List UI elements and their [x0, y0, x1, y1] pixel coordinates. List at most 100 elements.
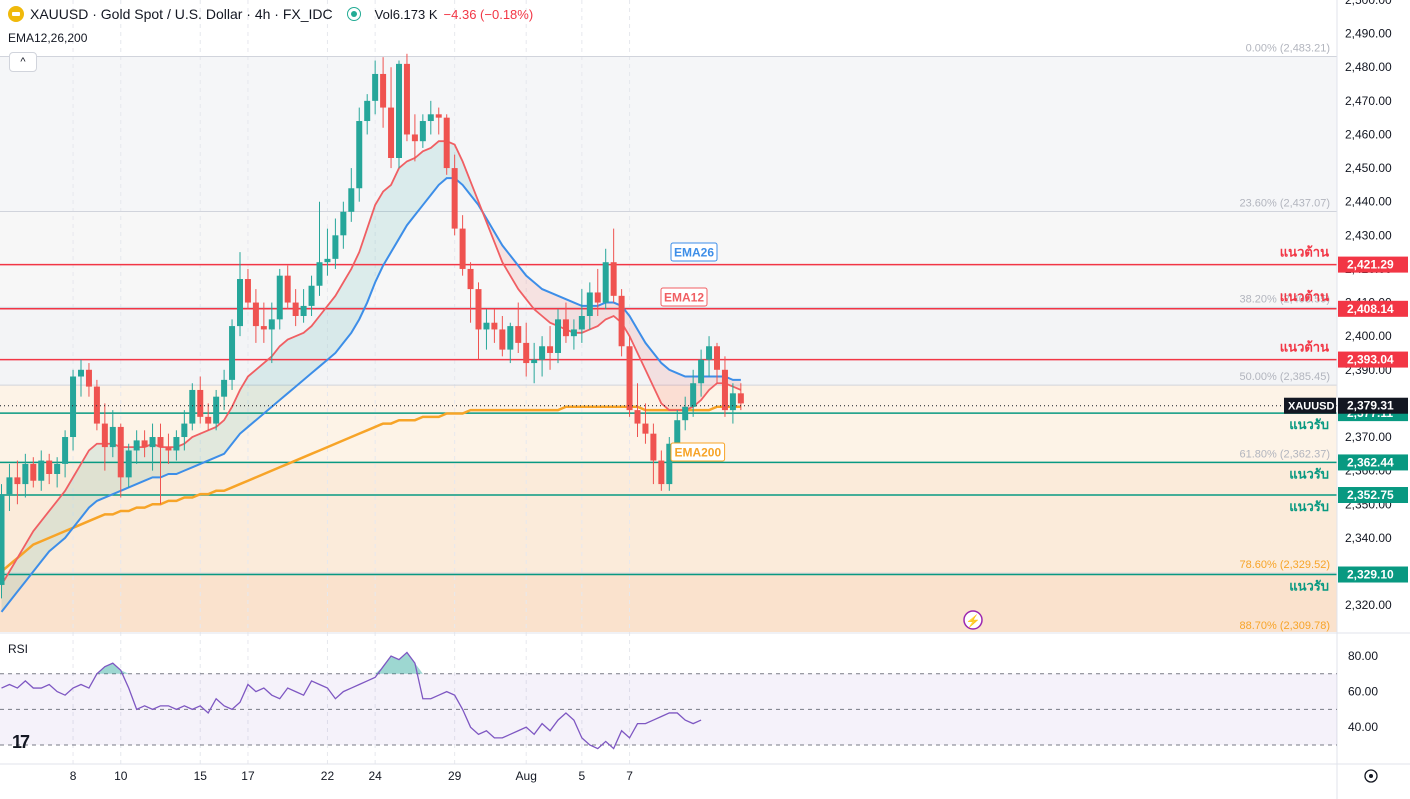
candle-body[interactable]: [507, 326, 514, 350]
candle-body[interactable]: [229, 326, 236, 380]
candle-body[interactable]: [117, 426, 124, 478]
candle-body[interactable]: [539, 346, 546, 360]
candle-body[interactable]: [300, 305, 307, 316]
candle-body[interactable]: [531, 359, 538, 364]
candle-body[interactable]: [165, 447, 172, 451]
candle-body[interactable]: [0, 494, 5, 585]
candle-body[interactable]: [85, 369, 92, 387]
candle-body[interactable]: [578, 316, 585, 330]
candle-body[interactable]: [411, 134, 418, 142]
candle-body[interactable]: [388, 107, 395, 158]
tradingview-logo-icon[interactable]: 17: [12, 732, 30, 752]
candle-body[interactable]: [252, 302, 259, 327]
candle-body[interactable]: [101, 423, 108, 448]
symbol-title[interactable]: XAUUSD · Gold Spot / U.S. Dollar · 4h · …: [30, 6, 333, 22]
candle-body[interactable]: [372, 73, 379, 101]
candle-body[interactable]: [729, 393, 736, 411]
event-icon[interactable]: [963, 610, 983, 630]
candle-body[interactable]: [427, 114, 434, 122]
candle-body[interactable]: [221, 379, 228, 397]
candle-body[interactable]: [316, 262, 323, 286]
candle-body[interactable]: [642, 423, 649, 434]
candle-body[interactable]: [475, 289, 482, 330]
candle-body[interactable]: [523, 342, 530, 364]
candle-body[interactable]: [260, 326, 267, 330]
candle-body[interactable]: [14, 477, 21, 485]
candle-body[interactable]: [78, 369, 84, 377]
candle-body[interactable]: [626, 346, 633, 411]
candle-body[interactable]: [189, 389, 196, 424]
candle-body[interactable]: [205, 416, 212, 424]
rsi-legend[interactable]: RSI: [8, 642, 29, 656]
candle-body[interactable]: [594, 292, 601, 303]
candle-body[interactable]: [268, 319, 275, 330]
candle-body[interactable]: [324, 258, 331, 263]
candle-body[interactable]: [435, 114, 442, 118]
candle-body[interactable]: [459, 228, 466, 269]
candle-body[interactable]: [181, 423, 188, 438]
candle-body[interactable]: [356, 121, 363, 189]
candle-body[interactable]: [706, 346, 713, 360]
candle-body[interactable]: [197, 389, 204, 417]
candle-body[interactable]: [133, 440, 140, 451]
candle-body[interactable]: [403, 63, 410, 135]
candle-body[interactable]: [602, 262, 609, 303]
candle-body[interactable]: [157, 437, 164, 448]
candle-body[interactable]: [443, 117, 450, 169]
candle-body[interactable]: [237, 279, 243, 327]
candle-body[interactable]: [570, 329, 577, 337]
candle-body[interactable]: [690, 383, 697, 407]
price-axis[interactable]: [1337, 0, 1410, 764]
candle-body[interactable]: [515, 326, 522, 343]
candle-body[interactable]: [547, 346, 554, 353]
candle-body[interactable]: [674, 420, 681, 444]
candle-body[interactable]: [276, 275, 283, 320]
candle-body[interactable]: [213, 396, 220, 424]
candle-body[interactable]: [340, 211, 347, 236]
candle-body[interactable]: [618, 295, 625, 347]
candle-body[interactable]: [348, 188, 355, 212]
candle-body[interactable]: [30, 463, 37, 481]
candle-body[interactable]: [658, 460, 665, 485]
candle-body[interactable]: [586, 292, 593, 316]
candle-body[interactable]: [737, 393, 744, 404]
candle-body[interactable]: [419, 121, 426, 142]
candle-body[interactable]: [396, 63, 402, 158]
candle-body[interactable]: [38, 460, 45, 481]
candle-body[interactable]: [109, 426, 116, 448]
candle-body[interactable]: [244, 279, 251, 303]
candle-body[interactable]: [62, 437, 69, 464]
settings-gear-icon[interactable]: [1364, 769, 1378, 783]
candle-body[interactable]: [22, 463, 29, 485]
candle-body[interactable]: [292, 302, 299, 316]
candle-body[interactable]: [141, 440, 148, 448]
candle-body[interactable]: [634, 410, 641, 424]
candle-body[interactable]: [491, 322, 498, 330]
candle-body[interactable]: [721, 369, 728, 411]
indicator-legend[interactable]: EMA12,26,200: [8, 31, 88, 45]
candle-body[interactable]: [698, 359, 705, 384]
candle-body[interactable]: [284, 275, 291, 303]
candle-body[interactable]: [173, 437, 180, 451]
candle-body[interactable]: [682, 406, 689, 421]
candle-body[interactable]: [650, 433, 657, 461]
candle-body[interactable]: [46, 460, 53, 474]
candle-body[interactable]: [714, 346, 720, 370]
collapse-legend-button[interactable]: ^: [9, 52, 37, 72]
candle-body[interactable]: [451, 168, 458, 229]
candle-body[interactable]: [332, 235, 339, 259]
candle-body[interactable]: [499, 329, 506, 350]
candle-body[interactable]: [125, 450, 132, 478]
candle-body[interactable]: [380, 73, 387, 108]
candle-body[interactable]: [467, 268, 474, 290]
candle-body[interactable]: [6, 477, 13, 495]
candle-body[interactable]: [666, 443, 673, 485]
candle-body[interactable]: [483, 322, 490, 330]
candle-body[interactable]: [54, 463, 61, 474]
candle-body[interactable]: [149, 437, 156, 448]
candle-body[interactable]: [70, 376, 77, 438]
candle-body[interactable]: [308, 285, 315, 306]
candle-body[interactable]: [610, 262, 617, 296]
candle-body[interactable]: [93, 386, 100, 424]
